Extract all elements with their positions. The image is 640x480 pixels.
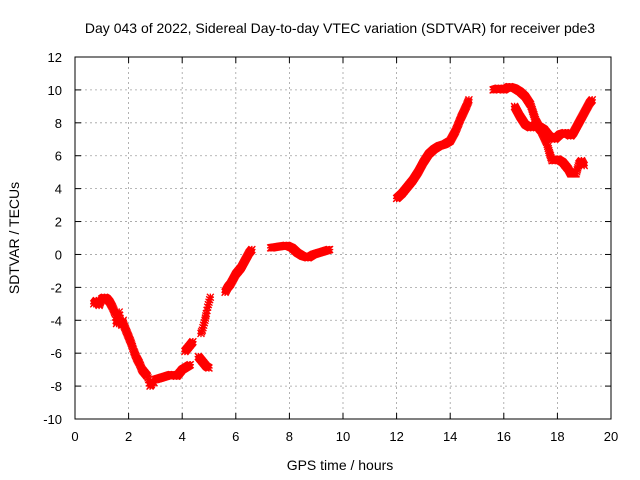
x-tick-label: 10 [336,429,350,444]
x-tick-label: 2 [125,429,132,444]
data-point [206,293,215,302]
x-tick-label: 12 [389,429,403,444]
y-tick-label: -6 [50,346,62,361]
data-point [325,245,334,254]
y-tick-label: -10 [43,412,62,427]
y-tick-label: 2 [55,215,62,230]
x-tick-label: 4 [179,429,186,444]
data-point [204,300,213,309]
data-point [197,327,206,336]
data-point [203,306,211,315]
data-point [202,309,211,318]
data-point [199,321,208,330]
y-tick-label: 8 [55,116,62,131]
y-tick-label: 0 [55,247,62,262]
data-point [200,318,209,327]
y-tick-label: 10 [48,83,62,98]
x-tick-label: 16 [497,429,511,444]
x-tick-label: 6 [232,429,239,444]
data-point [186,360,195,369]
y-tick-label: 6 [55,149,62,164]
x-axis-label: GPS time / hours [287,457,394,473]
data-point [198,326,207,335]
data-point [205,298,213,307]
x-tick-label: 20 [604,429,618,444]
data-point [465,95,473,104]
data-point [205,295,214,304]
data-point [144,373,152,382]
data-point [199,323,207,332]
x-tick-label: 14 [443,429,457,444]
data-point [143,372,152,381]
data-point [247,245,256,254]
data-point [588,95,597,104]
x-tick-label: 8 [286,429,293,444]
data-point [205,364,213,372]
y-tick-label: -8 [50,379,62,394]
x-tick-label: 18 [550,429,564,444]
y-tick-label: -4 [50,313,62,328]
y-tick-label: -2 [50,280,62,295]
plot-frame [74,56,612,420]
y-axis-label: SDTVAR / TECUs [6,182,22,294]
data-point [197,329,205,338]
data-point [580,161,589,170]
data-point [203,303,212,312]
y-tick-label: 4 [55,182,62,197]
data-points [89,82,597,391]
data-point [189,337,197,346]
tick-labels: 0 2 4 6 8 10 12 14 16 18 20 -10 -8 -6 -4 -2 0 2 4 6 8 10 12 [43,50,618,444]
y-tick-label: 12 [48,50,62,65]
chart-title: Day 043 of 2022, Sidereal Day-to-day VTE… [85,20,595,36]
x-tick-label: 0 [71,429,78,444]
